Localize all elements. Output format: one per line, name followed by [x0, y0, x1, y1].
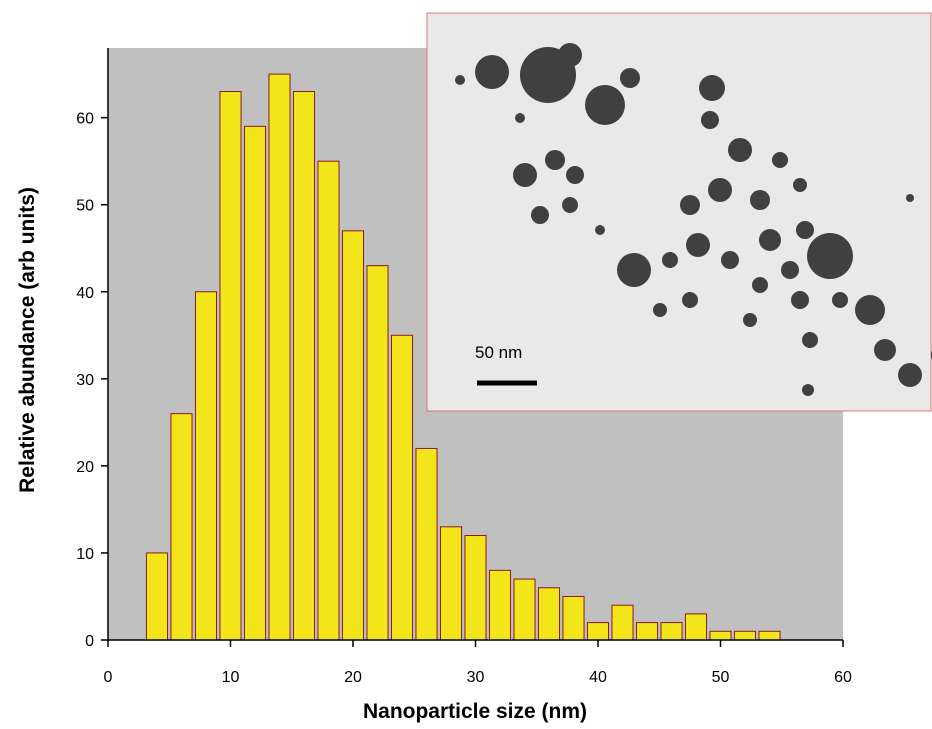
- y-axis-label: Relative abundance (arb units): [16, 187, 39, 493]
- x-tick-label: 10: [222, 669, 240, 686]
- bar: [415, 447, 438, 641]
- bar: [464, 535, 487, 641]
- y-tick-label: 30: [76, 372, 94, 389]
- bar: [537, 587, 561, 641]
- bar: [292, 91, 316, 641]
- bar: [513, 578, 536, 641]
- inset-image: [426, 12, 932, 412]
- x-tick-label: 60: [834, 669, 852, 686]
- bar: [635, 622, 659, 641]
- bar: [733, 630, 757, 641]
- bar: [684, 613, 708, 641]
- bar: [219, 91, 242, 641]
- x-tick-label: 0: [104, 669, 113, 686]
- x-tick-label: 20: [344, 669, 362, 686]
- bar: [243, 125, 267, 641]
- bar: [170, 413, 193, 641]
- y-tick-label: 0: [85, 633, 94, 650]
- scale-bar-label: 50 nm: [475, 343, 522, 362]
- bar: [562, 595, 585, 641]
- bar: [488, 569, 512, 641]
- bar: [758, 630, 781, 641]
- bar: [366, 265, 389, 641]
- y-tick-label: 60: [76, 111, 94, 128]
- x-axis-label: Nanoparticle size (nm): [363, 700, 587, 723]
- bar: [611, 604, 634, 641]
- y-tick-label: 10: [76, 546, 94, 563]
- bar: [660, 622, 683, 641]
- x-tick-label: 50: [712, 669, 730, 686]
- y-tick-label: 50: [76, 198, 94, 215]
- y-tick-label: 40: [76, 285, 94, 302]
- bar: [341, 230, 365, 641]
- bar: [709, 630, 732, 641]
- bar: [586, 622, 610, 641]
- bar: [194, 291, 218, 641]
- bar: [317, 160, 340, 641]
- bar: [439, 526, 463, 641]
- y-tick-label: 20: [76, 459, 94, 476]
- bar: [268, 73, 291, 641]
- x-tick-label: 30: [467, 669, 485, 686]
- bar: [390, 334, 414, 641]
- bar: [145, 552, 169, 641]
- x-tick-label: 40: [589, 669, 607, 686]
